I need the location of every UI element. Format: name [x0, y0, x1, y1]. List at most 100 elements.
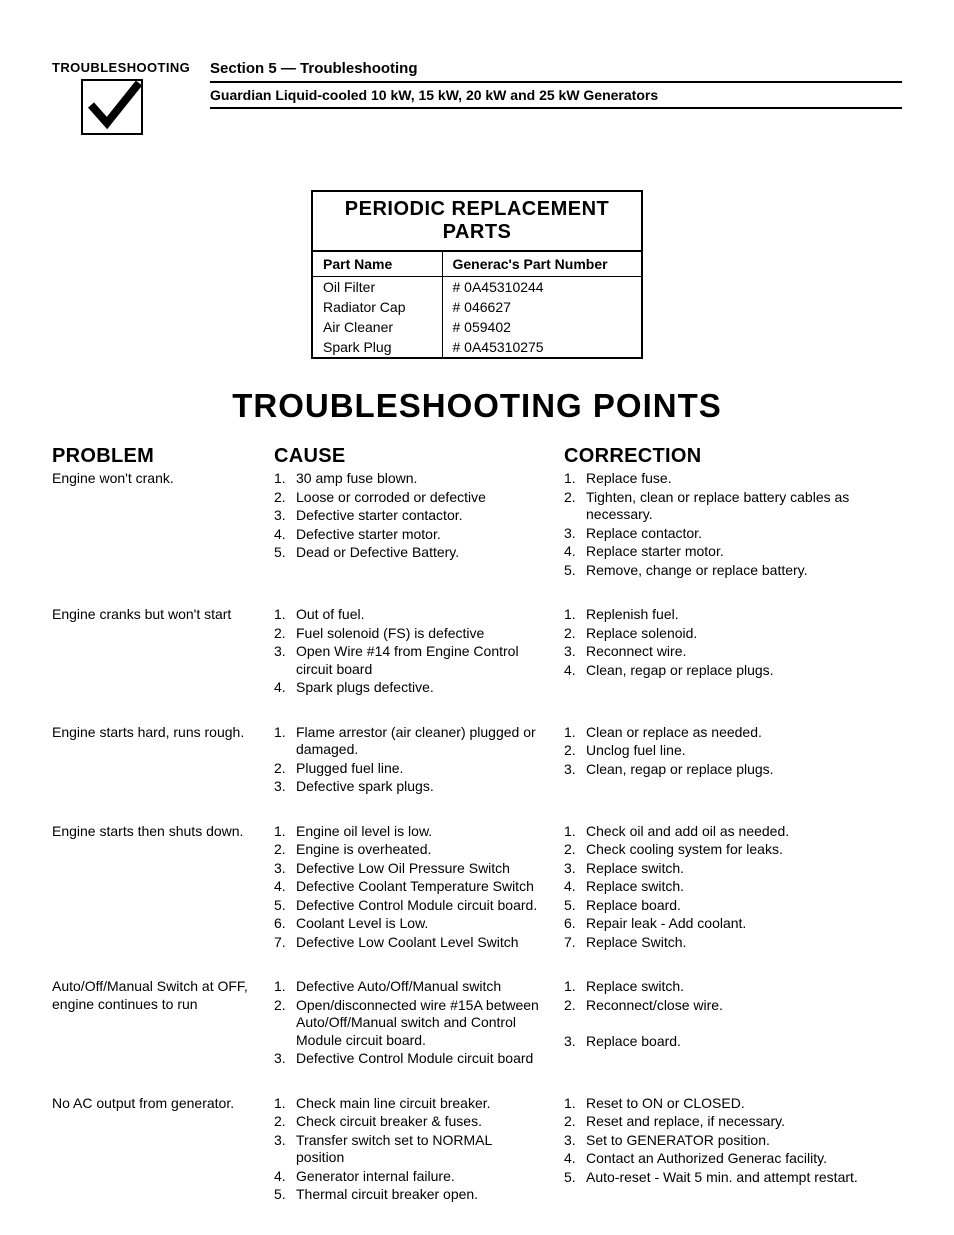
- correction-item: Replace Switch.: [564, 934, 894, 952]
- header-badge: TROUBLESHOOTING: [52, 60, 172, 140]
- cause-item: Engine oil level is low.: [274, 823, 542, 841]
- cause-item: Spark plugs defective.: [274, 679, 542, 697]
- correction-item: Unclog fuel line.: [564, 742, 894, 760]
- correction-item: Remove, change or replace battery.: [564, 562, 894, 580]
- cause-item: Check circuit breaker & fuses.: [274, 1113, 542, 1131]
- cell-part-name: Oil Filter: [312, 277, 442, 298]
- cause-item: Defective starter contactor.: [274, 507, 542, 525]
- cell-part-name: Air Cleaner: [312, 317, 442, 337]
- cell-part-name: Spark Plug: [312, 337, 442, 358]
- table-header-row: Part Name Generac's Part Number: [312, 251, 642, 277]
- page-header: TROUBLESHOOTING Section 5 — Troubleshoot…: [52, 60, 902, 140]
- correction-item: Check oil and add oil as needed.: [564, 823, 894, 841]
- correction-list: Replenish fuel.Replace solenoid.Reconnec…: [564, 606, 902, 680]
- correction-item: Repair leak - Add coolant.: [564, 915, 894, 933]
- troubleshooting-row: Engine starts then shuts down.Engine oil…: [52, 823, 902, 953]
- correction-list: Check oil and add oil as needed.Check co…: [564, 823, 902, 953]
- correction-item: Replace solenoid.: [564, 625, 894, 643]
- cause-list: Out of fuel.Fuel solenoid (FS) is defect…: [274, 606, 564, 698]
- troubleshooting-row: Engine starts hard, runs rough.Flame arr…: [52, 724, 902, 797]
- troubleshooting-rows: Engine won't crank.30 amp fuse blown.Loo…: [52, 470, 902, 1205]
- problem-text: Engine starts hard, runs rough.: [52, 724, 274, 742]
- cell-part-name: Radiator Cap: [312, 297, 442, 317]
- troubleshooting-row: Auto/Off/Manual Switch at OFF, engine co…: [52, 978, 902, 1069]
- header-cause: CAUSE: [274, 445, 564, 468]
- cell-part-number: # 046627: [442, 297, 642, 317]
- cause-item: Thermal circuit breaker open.: [274, 1186, 542, 1204]
- cause-item: Fuel solenoid (FS) is defective: [274, 625, 542, 643]
- correction-item: Replace switch.: [564, 878, 894, 896]
- table-row: Oil Filter# 0A45310244: [312, 277, 642, 298]
- correction-item: Replenish fuel.: [564, 606, 894, 624]
- cause-item: Generator internal failure.: [274, 1168, 542, 1186]
- correction-item: Reconnect wire.: [564, 643, 894, 661]
- correction-item: Replace switch.: [564, 860, 894, 878]
- cause-item: Transfer switch set to NORMAL position: [274, 1132, 542, 1167]
- cause-item: Check main line circuit breaker.: [274, 1095, 542, 1113]
- correction-list: Replace switch.Reconnect/close wire. Rep…: [564, 978, 902, 1051]
- cause-item: Open Wire #14 from Engine Control circui…: [274, 643, 542, 678]
- column-headers: PROBLEM CAUSE CORRECTION: [52, 445, 902, 468]
- cause-item: Defective starter motor.: [274, 526, 542, 544]
- correction-item: Replace fuse.: [564, 470, 894, 488]
- correction-list: Replace fuse.Tighten, clean or replace b…: [564, 470, 902, 580]
- col-part-number: Generac's Part Number: [442, 251, 642, 277]
- table-row: Air Cleaner# 059402: [312, 317, 642, 337]
- cause-list: Flame arrestor (air cleaner) plugged or …: [274, 724, 564, 797]
- header-problem: PROBLEM: [52, 445, 274, 468]
- cause-item: Defective Control Module circuit board: [274, 1050, 542, 1068]
- parts-table: PERIODIC REPLACEMENT PARTS Part Name Gen…: [311, 190, 643, 359]
- cause-item: Coolant Level is Low.: [274, 915, 542, 933]
- cause-item: Defective Low Oil Pressure Switch: [274, 860, 542, 878]
- correction-list: Reset to ON or CLOSED.Reset and replace,…: [564, 1095, 902, 1188]
- correction-item: Replace switch.: [564, 978, 894, 996]
- cause-item: 30 amp fuse blown.: [274, 470, 542, 488]
- correction-item: Replace starter motor.: [564, 543, 894, 561]
- cause-item: Dead or Defective Battery.: [274, 544, 542, 562]
- badge-label: TROUBLESHOOTING: [52, 60, 172, 75]
- problem-text: No AC output from generator.: [52, 1095, 274, 1113]
- cause-list: Defective Auto/Off/Manual switchOpen/dis…: [274, 978, 564, 1069]
- section-title: Section 5 — Troubleshooting: [210, 60, 902, 83]
- correction-item: Clean, regap or replace plugs.: [564, 761, 894, 779]
- header-text: Section 5 — Troubleshooting Guardian Liq…: [210, 60, 902, 109]
- problem-text: Auto/Off/Manual Switch at OFF, engine co…: [52, 978, 274, 1013]
- table-row: Radiator Cap# 046627: [312, 297, 642, 317]
- troubleshooting-row: No AC output from generator.Check main l…: [52, 1095, 902, 1205]
- header-correction: CORRECTION: [564, 445, 902, 468]
- correction-item: Tighten, clean or replace battery cables…: [564, 489, 894, 524]
- correction-item: Replace contactor.: [564, 525, 894, 543]
- checkmark-icon: [81, 79, 143, 135]
- correction-item: Reset to ON or CLOSED.: [564, 1095, 894, 1113]
- cause-item: Engine is overheated.: [274, 841, 542, 859]
- cause-item: Defective Low Coolant Level Switch: [274, 934, 542, 952]
- correction-item: Replace board.: [564, 897, 894, 915]
- correction-item: Check cooling system for leaks.: [564, 841, 894, 859]
- cause-item: Out of fuel.: [274, 606, 542, 624]
- correction-item: Clean, regap or replace plugs.: [564, 662, 894, 680]
- page-title: TROUBLESHOOTING POINTS: [52, 387, 902, 425]
- col-part-name: Part Name: [312, 251, 442, 277]
- cause-list: Check main line circuit breaker.Check ci…: [274, 1095, 564, 1205]
- correction-item: Contact an Authorized Generac facility.: [564, 1150, 894, 1168]
- cause-item: Defective Coolant Temperature Switch: [274, 878, 542, 896]
- cause-list: 30 amp fuse blown.Loose or corroded or d…: [274, 470, 564, 563]
- cause-item: Defective Auto/Off/Manual switch: [274, 978, 542, 996]
- correction-item: Clean or replace as needed.: [564, 724, 894, 742]
- cause-item: Plugged fuel line.: [274, 760, 542, 778]
- correction-list: Clean or replace as needed. Unclog fuel …: [564, 724, 902, 780]
- cause-item: Defective spark plugs.: [274, 778, 542, 796]
- correction-item: Replace board.: [564, 1033, 894, 1051]
- cause-item: Loose or corroded or defective: [274, 489, 542, 507]
- troubleshooting-row: Engine cranks but won't startOut of fuel…: [52, 606, 902, 698]
- subtitle: Guardian Liquid-cooled 10 kW, 15 kW, 20 …: [210, 87, 902, 109]
- parts-table-container: PERIODIC REPLACEMENT PARTS Part Name Gen…: [52, 190, 902, 359]
- parts-table-body: Oil Filter# 0A45310244Radiator Cap# 0466…: [312, 277, 642, 359]
- problem-text: Engine starts then shuts down.: [52, 823, 274, 841]
- cell-part-number: # 0A45310244: [442, 277, 642, 298]
- correction-item: Reconnect/close wire.: [564, 997, 894, 1032]
- cause-item: Flame arrestor (air cleaner) plugged or …: [274, 724, 542, 759]
- cell-part-number: # 059402: [442, 317, 642, 337]
- table-row: Spark Plug# 0A45310275: [312, 337, 642, 358]
- problem-text: Engine cranks but won't start: [52, 606, 274, 624]
